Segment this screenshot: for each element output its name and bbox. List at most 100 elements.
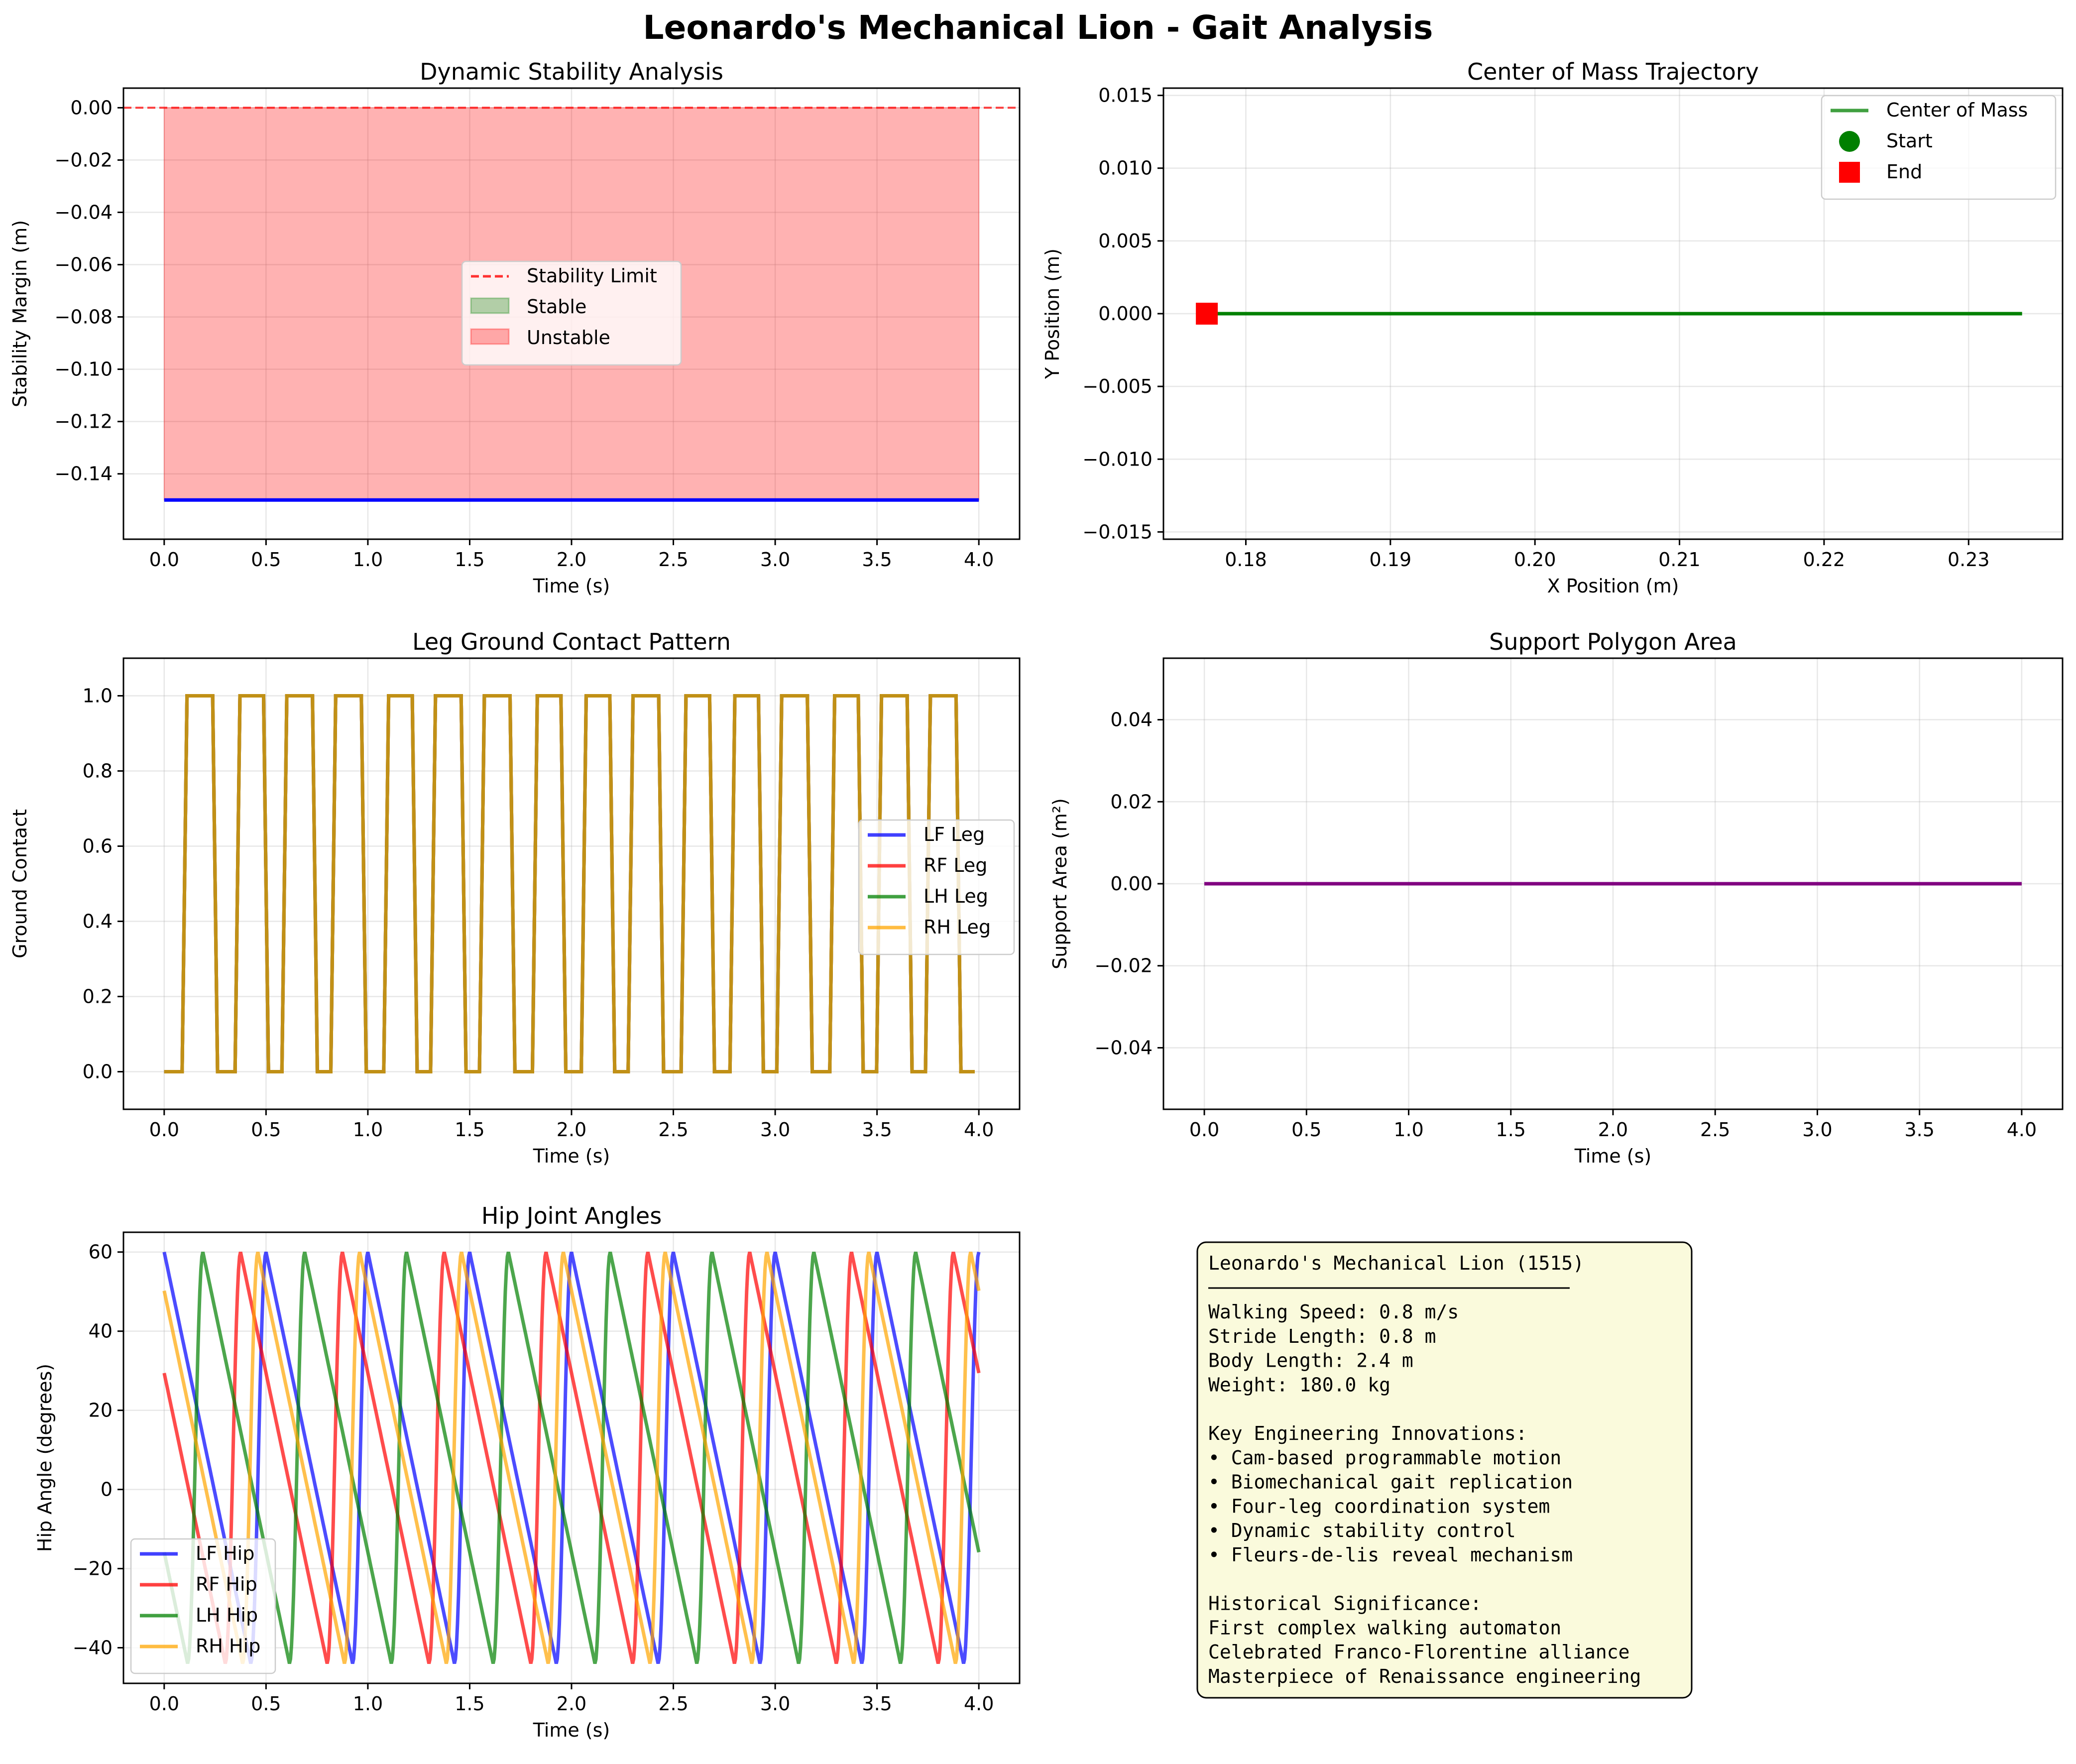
info-box-line: • Fleurs-de-lis reveal mechanism <box>1208 1544 1573 1566</box>
x-axis-label: Time (s) <box>1574 1145 1652 1167</box>
y-tick-label: 1.0 <box>83 685 113 707</box>
y-tick-label: 60 <box>89 1241 113 1263</box>
y-axis-label: Support Area (m²) <box>1049 798 1071 969</box>
y-tick-label: 0.02 <box>1110 791 1153 813</box>
x-tick-label: 0.0 <box>1189 1119 1219 1141</box>
x-tick-label: 0.0 <box>149 1693 179 1715</box>
x-tick-label: 0.5 <box>1291 1119 1321 1141</box>
legend-box <box>1821 95 2057 200</box>
y-tick-label: 0.4 <box>83 911 113 933</box>
x-tick-label: 2.0 <box>557 1693 586 1715</box>
info-box-line: Key Engineering Innovations: <box>1208 1422 1527 1444</box>
x-tick-label: 1.0 <box>353 549 383 571</box>
y-tick-label: −40 <box>73 1637 113 1658</box>
x-tick-label: 0.5 <box>251 549 281 571</box>
info-box-line: • Biomechanical gait replication <box>1208 1471 1573 1493</box>
x-tick-label: 0.5 <box>251 1693 281 1715</box>
ground-contact-chart: 0.0 0.5 1.0 1.5 2.0 2.5 3.0 3.5 4.0 0.0 0.2 0.4 0.6 0… <box>9 628 1021 1167</box>
y-tick-label: 0.0 <box>83 1061 113 1083</box>
legend-label: RF Leg <box>923 854 987 876</box>
y-tick-label: −0.14 <box>55 463 113 485</box>
x-tick-label: 3.0 <box>760 1693 790 1715</box>
com-end-marker <box>1196 303 1218 325</box>
axes-frame: 0.0 0.5 1.0 1.5 2.0 2.5 3.0 3.5 4.0 0.00 −0.02 −0.0… <box>9 58 1021 597</box>
y-tick-label: −0.08 <box>55 306 113 328</box>
x-axis-label: Time (s) <box>533 1145 610 1167</box>
y-tick-label: 0.005 <box>1098 230 1153 252</box>
y-axis-label: Y Position (m) <box>1041 248 1063 379</box>
y-tick-label: 0.00 <box>1110 873 1153 895</box>
y-axis-label: Ground Contact <box>9 809 31 958</box>
x-tick-label: 3.5 <box>862 549 892 571</box>
legend: LF Leg RF Leg LH Leg RH Leg <box>858 819 1015 955</box>
legend: Stability Limit Stable Unstable <box>461 260 682 366</box>
legend-label: RH Hip <box>196 1635 260 1657</box>
x-tick-label: 2.0 <box>557 549 586 571</box>
support-area-chart: 0.0 0.5 1.0 1.5 2.0 2.5 3.0 3.5 4.0 0.04 0.02 0.00 −… <box>1049 628 2064 1167</box>
hip-angles-chart: 0.0 0.5 1.0 1.5 2.0 2.5 3.0 3.5 4.0 60 40 20 0 −20 −40… <box>34 1202 1021 1741</box>
x-tick-label: 1.0 <box>1393 1119 1423 1141</box>
y-tick-label: 0.2 <box>83 986 113 1008</box>
stability-chart: 0.0 0.5 1.0 1.5 2.0 2.5 3.0 3.5 4.0 0.00 −0.02 −0.0… <box>9 58 1021 597</box>
y-tick-label: −0.005 <box>1082 375 1153 397</box>
chart-title: Support Polygon Area <box>1489 628 1737 655</box>
x-tick-label: 3.5 <box>862 1119 892 1141</box>
x-tick-label: 2.5 <box>658 1119 688 1141</box>
axes-frame: 0.0 0.5 1.0 1.5 2.0 2.5 3.0 3.5 4.0 0.0 0.2 0.4 0.6 0… <box>9 628 1021 1167</box>
legend-label: Stability Limit <box>527 265 657 287</box>
y-tick-label: 40 <box>89 1320 113 1342</box>
y-tick-label: 0.015 <box>1098 85 1153 107</box>
info-box-line: Historical Significance: <box>1208 1593 1482 1615</box>
legend-label: LF Leg <box>923 823 985 845</box>
y-tick-label: 0.8 <box>83 760 113 782</box>
legend-label: Stable <box>527 296 586 318</box>
x-tick-label: 3.0 <box>1802 1119 1832 1141</box>
legend-label: LH Leg <box>923 885 988 907</box>
legend-label: Unstable <box>527 327 610 349</box>
info-box-background <box>1196 1241 1693 1699</box>
x-tick-label: 1.5 <box>455 1693 484 1715</box>
legend-label: Start <box>1886 130 1933 152</box>
x-tick-label: 2.0 <box>557 1119 586 1141</box>
hip-line-rh-hip <box>162 1251 981 1664</box>
y-axis-label: Stability Margin (m) <box>9 220 31 407</box>
info-box-line: Walking Speed: 0.8 m/s <box>1208 1301 1459 1323</box>
x-tick-label: 4.0 <box>964 1693 994 1715</box>
legend-swatch <box>1839 162 1860 183</box>
y-tick-label: −0.04 <box>55 201 113 223</box>
x-tick-label: 0.20 <box>1514 549 1556 571</box>
x-tick-label: 3.5 <box>1904 1119 1934 1141</box>
plot-area <box>164 694 975 1073</box>
legend-label: LH Hip <box>196 1604 258 1626</box>
plot-area <box>162 1251 981 1664</box>
y-tick-label: −0.015 <box>1082 521 1153 543</box>
x-tick-label: 4.0 <box>2007 1119 2037 1141</box>
chart-title: Dynamic Stability Analysis <box>420 58 723 85</box>
y-tick-label: −20 <box>73 1558 113 1580</box>
y-axis-label: Hip Angle (degrees) <box>34 1364 56 1552</box>
legend-swatch <box>470 328 510 345</box>
axes-frame: 0.0 0.5 1.0 1.5 2.0 2.5 3.0 3.5 4.0 0.04 0.02 0.00 −… <box>1049 628 2064 1167</box>
legend-label: RH Leg <box>923 916 991 938</box>
y-tick-label: 0.00 <box>70 97 113 118</box>
x-tick-label: 1.5 <box>455 549 484 571</box>
info-box-line: Masterpiece of Renaissance engineering <box>1208 1665 1641 1687</box>
x-tick-label: 1.5 <box>455 1119 484 1141</box>
x-tick-label: 3.0 <box>760 549 790 571</box>
y-tick-label: 0.010 <box>1098 157 1153 179</box>
x-tick-label: 0.5 <box>251 1119 281 1141</box>
legend-box <box>858 819 1015 955</box>
contact-line-overlay <box>164 694 975 1073</box>
x-tick-label: 0.0 <box>149 1119 179 1141</box>
info-box-line: • Cam-based programmable motion <box>1208 1447 1561 1469</box>
axes-frame: 0.0 0.5 1.0 1.5 2.0 2.5 3.0 3.5 4.0 60 40 20 0 −20 −40… <box>34 1202 1021 1741</box>
info-box-line: First complex walking automaton <box>1208 1617 1561 1639</box>
legend-label: Center of Mass <box>1886 99 2028 121</box>
info-box-line: Weight: 180.0 kg <box>1208 1374 1390 1396</box>
x-tick-label: 4.0 <box>964 1119 994 1141</box>
axes-frame: 0.18 0.19 0.20 0.21 0.22 0.23 0.015 0.010 0.005 0… <box>1041 58 2064 597</box>
legend: Center of Mass Start End <box>1821 95 2057 200</box>
x-tick-label: 0.21 <box>1658 549 1701 571</box>
